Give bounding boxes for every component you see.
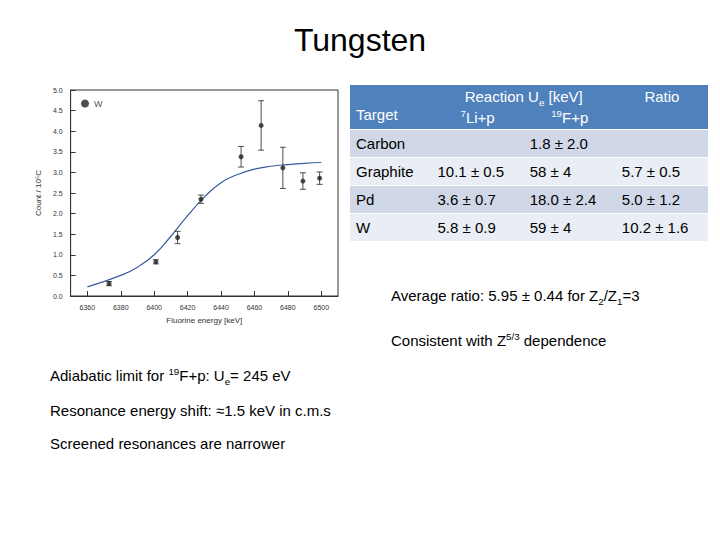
- svg-text:6400: 6400: [146, 304, 162, 311]
- svg-text:2.0: 2.0: [53, 210, 63, 217]
- html-text:10.1 ± 0.5: 10.1 ± 0.5: [437, 163, 505, 180]
- svg-text:6420: 6420: [180, 304, 196, 311]
- svg-text:3.5: 3.5: [53, 148, 63, 155]
- svg-text:Count / 10⁵C: Count / 10⁵C: [34, 170, 43, 216]
- html-text:Graphite: Graphite: [356, 163, 414, 180]
- svg-text:0.5: 0.5: [53, 272, 63, 279]
- html-text:7Li+p: 7Li+p: [460, 108, 495, 126]
- svg-text:4.5: 4.5: [53, 107, 63, 114]
- html-text:19F+p: 19F+p: [551, 108, 589, 126]
- html-text:W: W: [356, 219, 371, 236]
- html-text:Resonance energy shift: ≈1.5 k: Resonance energy shift: ≈1.5 keV in c.m.…: [50, 402, 331, 419]
- html-text:10.2 ± 1.6: 10.2 ± 1.6: [621, 219, 689, 236]
- html-text:Reaction Ue[keV]: Reaction Ue[keV]: [464, 88, 583, 108]
- svg-text:Fluorine energy [keV]: Fluorine energy [keV]: [166, 316, 242, 325]
- html-text:Adiabatic limit for19F+p: Ue=: Adiabatic limit for19F+p: Ue= 245 eV: [50, 366, 291, 387]
- svg-text:2.5: 2.5: [53, 190, 63, 197]
- svg-text:0.0: 0.0: [53, 293, 63, 300]
- html-text:5.0 ± 1.2: 5.0 ± 1.2: [621, 191, 681, 208]
- svg-text:6440: 6440: [213, 304, 229, 311]
- svg-text:6500: 6500: [314, 304, 330, 311]
- html-text:Ratio: Ratio: [644, 88, 680, 105]
- html-text:Pd: Pd: [356, 191, 375, 208]
- html-text:Average ratio: 5.95 ± 0.44 for: Average ratio: 5.95 ± 0.44 for Z2/Z1=3: [391, 287, 640, 307]
- svg-text:5.0: 5.0: [53, 87, 63, 94]
- html-text:Screened resonances are narrow: Screened resonances are narrower: [50, 435, 286, 452]
- html-text:Target: Target: [356, 106, 398, 123]
- html-text:58 ± 4: 58 ± 4: [529, 163, 572, 180]
- html-text:Consistent with Z5/3dependence: Consistent with Z5/3dependence: [391, 331, 607, 349]
- svg-text:4.0: 4.0: [53, 128, 63, 135]
- html-text:59 ± 4: 59 ± 4: [529, 219, 572, 236]
- svg-text:6480: 6480: [280, 304, 296, 311]
- html-text:1.8 ± 2.0: 1.8 ± 2.0: [529, 135, 588, 152]
- html-text:5.8 ± 0.9: 5.8 ± 0.9: [437, 219, 496, 236]
- html-text:18.0 ± 2.4: 18.0 ± 2.4: [529, 191, 597, 208]
- svg-text:W: W: [94, 99, 103, 109]
- svg-text:1.0: 1.0: [53, 251, 63, 258]
- svg-text:6460: 6460: [247, 304, 263, 311]
- svg-text:1.5: 1.5: [53, 231, 63, 238]
- html-text:3.6 ± 0.7: 3.6 ± 0.7: [437, 191, 496, 208]
- html-text:Carbon: Carbon: [356, 135, 406, 152]
- html-text:5.7 ± 0.5: 5.7 ± 0.5: [621, 163, 681, 180]
- svg-text:3.0: 3.0: [53, 169, 63, 176]
- html-text:Tungsten: Tungsten: [293, 22, 427, 58]
- svg-text:6380: 6380: [113, 304, 129, 311]
- svg-text:6360: 6360: [80, 304, 96, 311]
